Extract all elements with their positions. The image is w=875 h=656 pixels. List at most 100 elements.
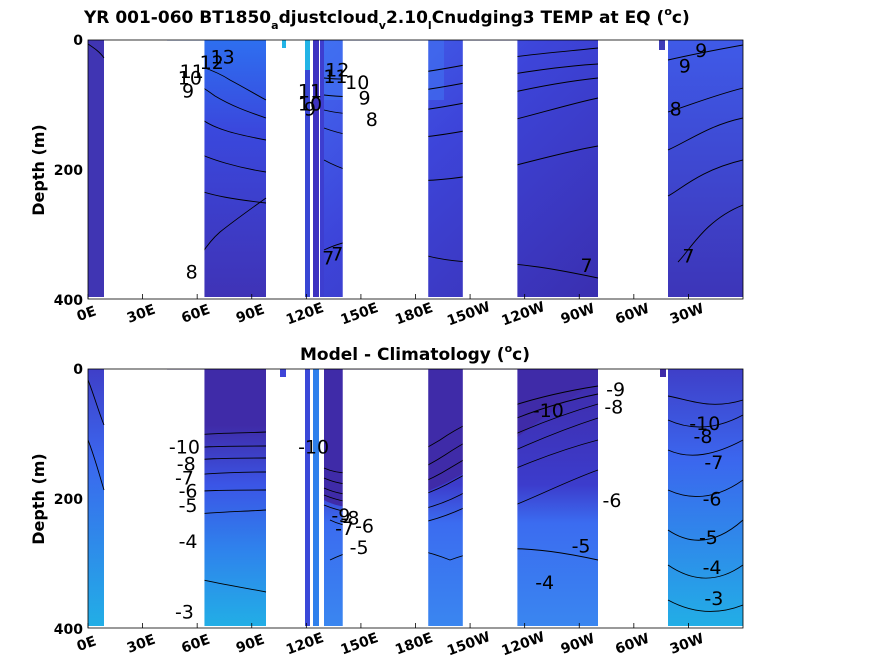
x-tick-label: 180E [393, 300, 435, 328]
contour-label: 13 [211, 47, 235, 69]
x-tick-label: 120W [500, 629, 547, 656]
contour-label: 9 [304, 98, 316, 120]
x-tick-label: 60W [613, 631, 651, 656]
x-tick-label: 60E [179, 302, 212, 327]
x-tick-label: 120E [284, 300, 326, 328]
contour-label: 9 [359, 87, 371, 109]
contour-label: -10 [169, 436, 200, 458]
x-tick-label: 120E [284, 630, 326, 656]
x-tick-label: 0E [75, 303, 99, 325]
land-gap-0 [111, 369, 205, 628]
contour-label: -5 [572, 536, 591, 558]
contour-label: 9 [182, 80, 194, 102]
bottom-field-strait [305, 369, 310, 626]
land-gap-1 [342, 40, 429, 299]
land-gap-0 [111, 40, 205, 299]
x-tick-label: 0E [75, 633, 99, 655]
contour-label: -4 [535, 572, 554, 594]
top-field-strait-3 [320, 40, 324, 297]
bottom-field-atlantic [668, 369, 743, 626]
top-field-bits-3 [305, 40, 310, 70]
x-tick-label: 60E [179, 632, 212, 656]
contour-label: -7 [704, 452, 723, 474]
bottom-field-bits [660, 369, 666, 377]
contour-label: -6 [179, 481, 198, 503]
contour-label: -5 [179, 495, 198, 517]
bottom-field-west [88, 369, 104, 626]
bottom-ytick-400: 400 [54, 622, 83, 638]
x-tick-label: 90W [559, 301, 597, 328]
contour-label: 8 [670, 98, 682, 120]
land-mask [111, 40, 518, 299]
land-mask [111, 369, 518, 628]
contour-label: 7 [331, 243, 343, 265]
contour-label: -6 [355, 515, 374, 537]
contour-label: -10 [689, 413, 720, 435]
contour-label: -7 [175, 468, 194, 490]
x-tick-label: 90W [559, 631, 597, 656]
contour-label: -9 [331, 505, 350, 527]
contour-label: 7 [322, 247, 334, 269]
land-gap-1 [342, 369, 429, 628]
contour-label: -5 [350, 537, 369, 559]
contour-label: -4 [179, 531, 198, 553]
bottom-panel: Model - Climatology (oc) [29, 342, 744, 656]
bottom-field-bits-2 [280, 369, 286, 377]
contour-label: -8 [341, 508, 360, 530]
contour-label: 11 [180, 61, 204, 83]
land-gap-2 [462, 369, 518, 628]
x-tick-label: 150W [445, 629, 492, 656]
contour-label: 7 [580, 255, 592, 277]
contour-label: -6 [603, 490, 622, 512]
top-ytick-0: 0 [73, 33, 83, 49]
land-gap-2 [462, 40, 518, 299]
top-panel: YR 001-060 BT1850adjustcloudv2.10lCnudgi… [29, 5, 744, 329]
contour-label: 10 [345, 72, 369, 94]
top-field-strait-2 [313, 40, 319, 297]
top-field-atlantic [668, 40, 743, 297]
x-tick-label: 30W [668, 631, 706, 656]
x-tick-label: 120W [500, 299, 547, 329]
contour-label: 10 [178, 67, 202, 89]
top-field-strait [305, 40, 310, 297]
x-tick-label: 150E [339, 630, 381, 656]
top-field-west [88, 40, 104, 297]
bottom-contour-labels: -10-8-7-6-5-4-3-10-9-8-7 -6-5-4-5-6-10-9-… [169, 379, 723, 624]
bottom-ylabel: Depth (m) [29, 453, 48, 545]
top-ylabel: Depth (m) [29, 124, 48, 216]
contour-label: 10 [298, 93, 322, 115]
top-ytick-200: 200 [54, 163, 83, 179]
contour-label: -10 [533, 400, 564, 422]
contour-label: 8 [186, 262, 198, 284]
contour-label: -10 [298, 436, 329, 458]
contour-label: 9 [679, 56, 691, 78]
contour-label: 8 [366, 109, 378, 131]
contour-label: -5 [699, 527, 718, 549]
contour-label: -9 [606, 379, 625, 401]
contour-label: -6 [703, 488, 722, 510]
x-tick-label: 90E [234, 632, 267, 656]
top-field-bits [659, 40, 665, 50]
contour-label: 11 [298, 80, 322, 102]
contour-label: -3 [704, 588, 723, 610]
contour-label: 12 [325, 60, 349, 82]
contour-label: 11 [323, 66, 347, 88]
x-tick-label: 90E [234, 302, 267, 327]
x-tick-label: 150E [339, 300, 381, 328]
contour-label: -7 [335, 518, 354, 540]
x-tick-label: 30W [668, 301, 706, 328]
top-title: YR 001-060 BT1850adjustcloudv2.10lCnudgi… [83, 5, 690, 32]
contour-label: -8 [693, 426, 712, 448]
contour-label: -8 [604, 396, 623, 418]
bottom-field-strait-2 [313, 369, 319, 626]
bottom-title: Model - Climatology (oc) [300, 342, 530, 365]
x-tick-label: 180E [393, 630, 435, 656]
x-tick-label: 30E [125, 632, 158, 656]
contour-label: -3 [175, 602, 194, 624]
bottom-ytick-0: 0 [73, 362, 83, 378]
contour-label: 12 [200, 52, 224, 74]
contour-label: 7 [682, 245, 694, 267]
contour-label: -4 [703, 557, 722, 579]
bottom-ytick-200: 200 [54, 492, 83, 508]
